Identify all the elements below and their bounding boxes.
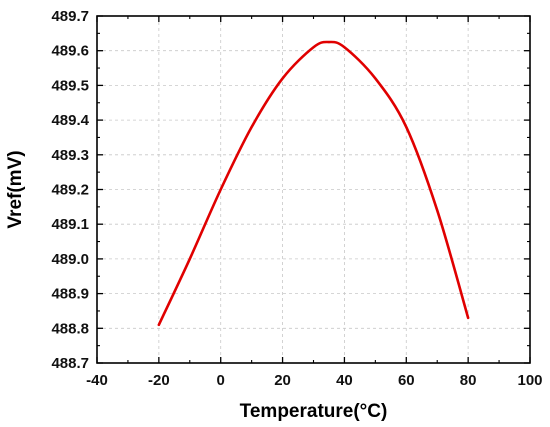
y-tick-label: 489.0 xyxy=(51,251,89,268)
y-tick-label: 489.7 xyxy=(51,8,89,25)
x-axis-label: Temperature(°C) xyxy=(240,401,388,422)
y-tick-label: 488.7 xyxy=(51,355,89,372)
x-tick-label: 100 xyxy=(517,372,542,389)
y-tick-labels: 488.7 488.8 488.9 489.0 489.1 489.2 489.3 489.4… xyxy=(51,8,89,372)
x-tick-label: 80 xyxy=(460,372,477,389)
x-tick-label: 20 xyxy=(274,372,291,389)
y-tick-label: 489.2 xyxy=(51,182,89,199)
x-tick-label: -40 xyxy=(86,372,108,389)
y-tick-label: 489.5 xyxy=(51,77,89,94)
y-axis-label: Vref(mV) xyxy=(5,150,26,228)
x-tick-label: 40 xyxy=(336,372,353,389)
series-layer xyxy=(157,40,470,327)
x-tick-label: 0 xyxy=(217,372,225,389)
axis-ticks xyxy=(96,15,531,364)
y-tick-label: 489.4 xyxy=(51,112,89,129)
x-tick-label: 60 xyxy=(398,372,415,389)
x-tick-labels: -40 -20 0 20 40 60 80 100 xyxy=(86,372,542,389)
x-tick-label: -20 xyxy=(148,372,170,389)
series-line-0 xyxy=(157,40,470,327)
y-tick-label: 488.9 xyxy=(51,286,89,303)
y-tick-label: 489.6 xyxy=(51,43,89,60)
y-tick-label: 488.8 xyxy=(51,320,89,337)
y-tick-label: 489.3 xyxy=(51,147,89,164)
y-tick-label: 489.1 xyxy=(51,216,89,233)
